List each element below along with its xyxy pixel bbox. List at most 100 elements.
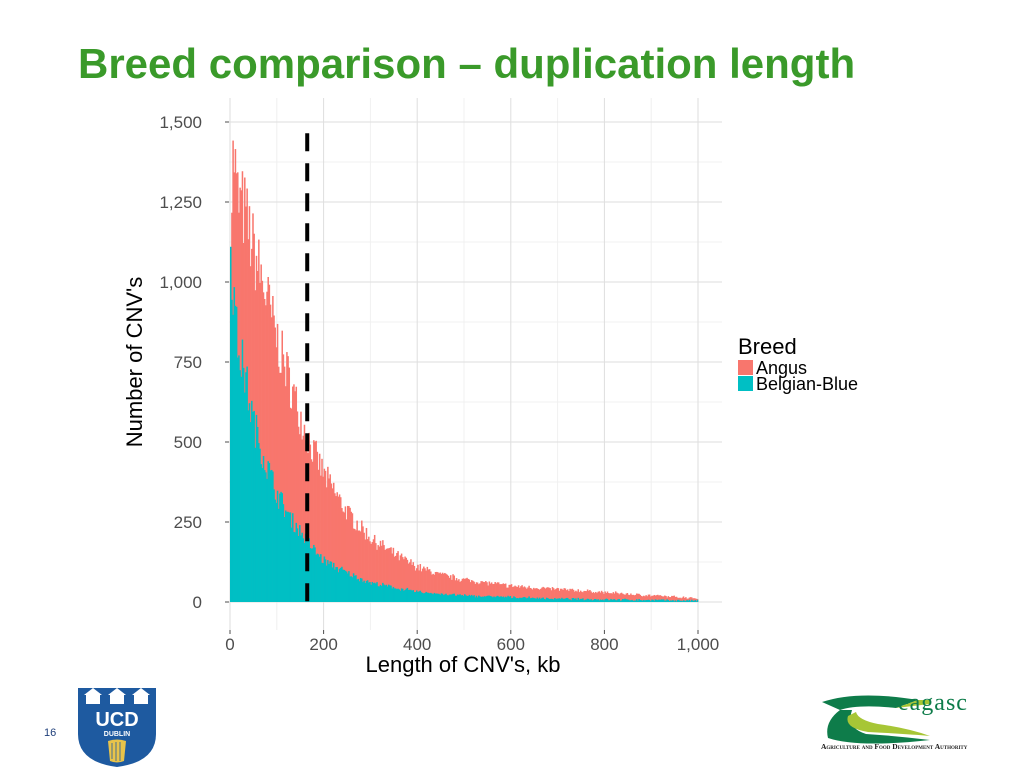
histogram-bar-belgian-blue bbox=[401, 588, 404, 602]
histogram-bar-belgian-blue bbox=[404, 590, 406, 602]
histogram-bar-angus bbox=[558, 590, 561, 602]
histogram-bar-belgian-blue bbox=[309, 548, 312, 602]
histogram-bar-belgian-blue bbox=[474, 597, 477, 602]
histogram-bar-angus bbox=[632, 594, 634, 602]
histogram-bar-angus bbox=[431, 574, 433, 602]
histogram-bar-belgian-blue bbox=[458, 594, 460, 602]
histogram-bar-belgian-blue bbox=[489, 596, 492, 602]
histogram-bar-angus bbox=[314, 441, 316, 602]
histogram-bar-belgian-blue bbox=[237, 357, 239, 602]
histogram-bar-angus bbox=[676, 597, 679, 602]
histogram-bar-belgian-blue bbox=[475, 595, 478, 602]
histogram-bar-angus bbox=[375, 543, 377, 602]
histogram-bar-angus bbox=[313, 440, 315, 602]
histogram-bar-angus bbox=[692, 598, 694, 602]
histogram-bar-belgian-blue bbox=[330, 561, 333, 602]
histogram-bar-belgian-blue bbox=[289, 512, 292, 602]
histogram-bar-angus bbox=[328, 478, 330, 602]
histogram-bar-angus bbox=[366, 539, 369, 602]
histogram-bar-angus bbox=[589, 589, 591, 602]
histogram-bar-belgian-blue bbox=[561, 597, 563, 602]
histogram-bar-belgian-blue bbox=[537, 598, 540, 602]
histogram-bar-belgian-blue bbox=[461, 595, 464, 602]
histogram-bar-belgian-blue bbox=[591, 600, 594, 602]
histogram-bar-belgian-blue bbox=[482, 596, 485, 602]
histogram-bar-belgian-blue bbox=[355, 575, 357, 602]
histogram-bar-belgian-blue bbox=[411, 590, 413, 602]
histogram-bar-belgian-blue bbox=[268, 462, 271, 602]
histogram-bar-angus bbox=[440, 573, 443, 602]
histogram-bar-angus bbox=[557, 588, 560, 602]
histogram-bar-angus bbox=[514, 585, 516, 602]
histogram-bar-belgian-blue bbox=[337, 572, 340, 602]
histogram-bar-belgian-blue bbox=[393, 588, 396, 602]
histogram-bar-angus bbox=[266, 291, 268, 602]
histogram-bar-angus bbox=[667, 596, 670, 602]
histogram-bar-angus bbox=[428, 569, 431, 602]
histogram-bar-angus bbox=[661, 596, 664, 602]
histogram-bar-belgian-blue bbox=[548, 598, 550, 602]
histogram-bar-belgian-blue bbox=[442, 595, 445, 602]
histogram-bar-angus bbox=[521, 585, 523, 602]
histogram-bar-angus bbox=[554, 589, 556, 602]
histogram-bar-belgian-blue bbox=[252, 411, 254, 602]
histogram-bar-belgian-blue bbox=[669, 600, 672, 602]
histogram-bar-belgian-blue bbox=[645, 599, 647, 602]
histogram-bar-angus bbox=[531, 589, 534, 602]
histogram-bar-angus bbox=[330, 483, 333, 602]
histogram-bar-angus bbox=[552, 588, 555, 602]
histogram-bar-angus bbox=[404, 556, 406, 602]
histogram-bar-angus bbox=[582, 592, 584, 602]
histogram-bar-angus bbox=[359, 531, 362, 602]
histogram-bar-belgian-blue bbox=[578, 599, 581, 602]
histogram-bar-angus bbox=[523, 586, 526, 602]
histogram-bar-angus bbox=[412, 562, 415, 602]
histogram-bar-angus bbox=[464, 578, 466, 602]
histogram-bar-angus bbox=[683, 597, 686, 602]
histogram-bar-belgian-blue bbox=[262, 455, 265, 602]
histogram-bar-angus bbox=[481, 581, 484, 602]
histogram-bar-angus bbox=[336, 492, 338, 602]
histogram-bar-angus bbox=[310, 459, 313, 602]
histogram-bar-belgian-blue bbox=[479, 596, 481, 602]
histogram-bar-belgian-blue bbox=[490, 596, 493, 602]
histogram-bar-angus bbox=[509, 584, 512, 602]
histogram-bar-angus bbox=[476, 582, 479, 602]
histogram-bar-belgian-blue bbox=[316, 553, 319, 602]
histogram-bar-belgian-blue bbox=[334, 569, 336, 602]
histogram-bar-angus bbox=[383, 545, 385, 602]
histogram-bar-belgian-blue bbox=[606, 598, 609, 602]
histogram-bar-angus bbox=[369, 541, 371, 602]
histogram-bar-belgian-blue bbox=[438, 593, 440, 602]
histogram-bar-angus bbox=[501, 584, 503, 602]
histogram-bar-belgian-blue bbox=[533, 597, 535, 602]
histogram-bar-belgian-blue bbox=[610, 598, 612, 602]
histogram-bar-belgian-blue bbox=[585, 599, 588, 602]
histogram-bar-angus bbox=[524, 587, 527, 602]
histogram-bar-angus bbox=[320, 475, 322, 602]
histogram-bar-angus bbox=[419, 564, 422, 602]
histogram-bar-angus bbox=[655, 595, 658, 602]
histogram-bar-angus bbox=[562, 589, 564, 602]
histogram-bar-angus bbox=[456, 580, 459, 602]
histogram-bar-belgian-blue bbox=[661, 599, 664, 602]
histogram-bar-belgian-blue bbox=[531, 597, 534, 602]
histogram-bar-angus bbox=[537, 588, 540, 602]
histogram-bar-angus bbox=[344, 506, 347, 602]
histogram-bar-belgian-blue bbox=[368, 582, 370, 602]
histogram-bar-belgian-blue bbox=[266, 478, 268, 602]
histogram-bar-belgian-blue bbox=[544, 599, 547, 602]
histogram-bar-belgian-blue bbox=[592, 599, 595, 602]
histogram-bar-belgian-blue bbox=[341, 566, 343, 602]
histogram-bar-belgian-blue bbox=[513, 596, 515, 602]
histogram-bar-angus bbox=[584, 590, 587, 602]
histogram-bar-belgian-blue bbox=[366, 580, 369, 602]
histogram-bar-angus bbox=[324, 470, 327, 602]
histogram-bar-belgian-blue bbox=[376, 582, 378, 602]
histogram-bar-angus bbox=[438, 573, 440, 602]
histogram-bar-belgian-blue bbox=[641, 600, 644, 602]
histogram-bar-belgian-blue bbox=[667, 599, 670, 602]
histogram-bar-belgian-blue bbox=[676, 599, 679, 602]
histogram-bar-angus bbox=[472, 580, 474, 602]
histogram-bar-belgian-blue bbox=[407, 589, 410, 602]
